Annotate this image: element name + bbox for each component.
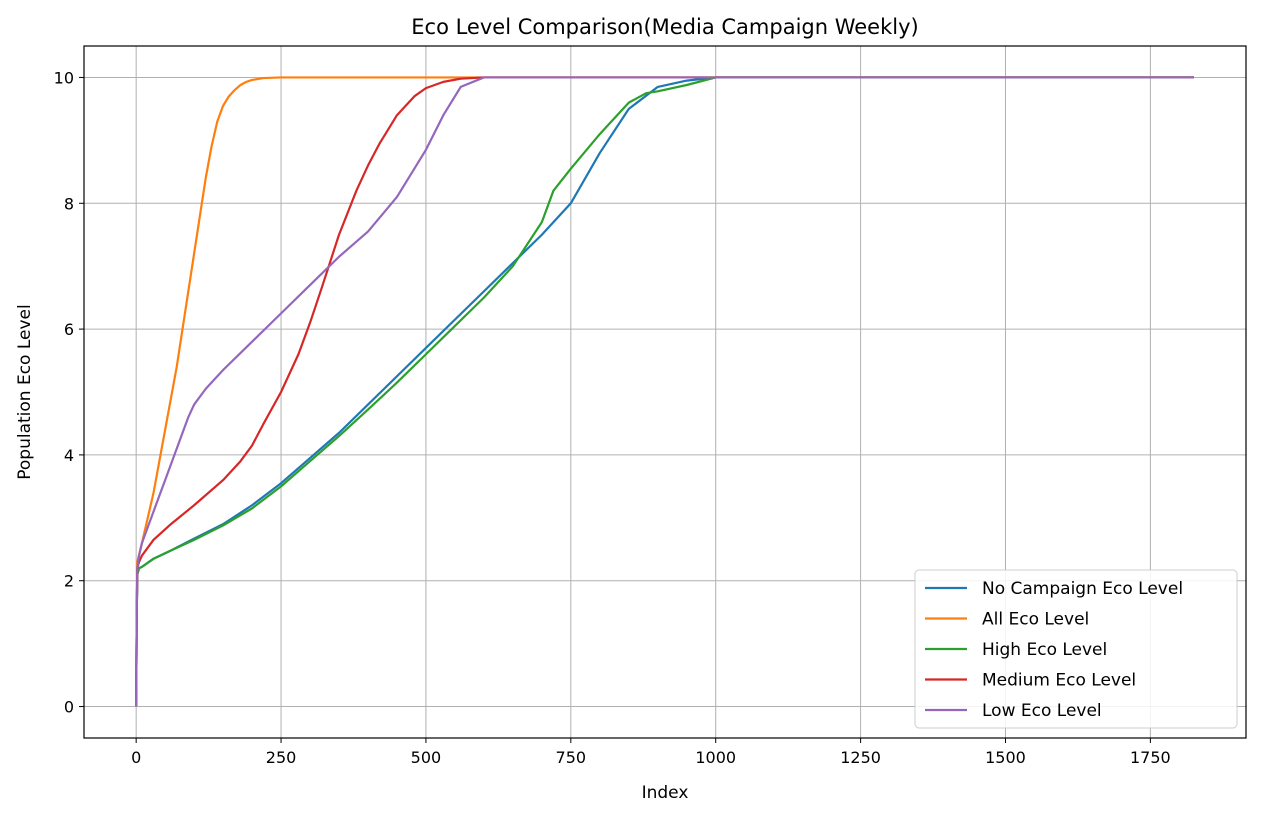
series-line-2 (135, 76, 1194, 707)
series-line-4 (135, 76, 1194, 707)
legend-label-1: All Eco Level (982, 610, 1089, 630)
plot-frame (83, 45, 1247, 739)
series-line-3 (135, 76, 1194, 707)
x-tick-label: 250 (266, 748, 297, 767)
x-tick-label: 1250 (840, 748, 881, 767)
chart-title: Eco Level Comparison(Media Campaign Week… (411, 15, 918, 39)
legend-label-2: High Eco Level (982, 640, 1107, 660)
legend-items: No Campaign Eco Level All Eco Level High E… (925, 579, 1183, 721)
y-tick-label: 8 (64, 194, 74, 213)
legend-label-3: Medium Eco Level (982, 671, 1136, 691)
y-tick-label: 4 (64, 446, 74, 465)
x-tick-label: 500 (411, 748, 442, 767)
x-tick-label: 1000 (695, 748, 736, 767)
y-axis-ticks: 0 2 4 6 8 10 (54, 68, 84, 717)
legend: No Campaign Eco Level All Eco Level High E… (914, 569, 1238, 729)
x-axis-label: Index (642, 783, 689, 803)
legend-label-4: Low Eco Level (982, 701, 1102, 721)
x-tick-label: 1750 (1130, 748, 1171, 767)
y-tick-label: 6 (64, 320, 74, 339)
legend-label-0: No Campaign Eco Level (982, 579, 1183, 599)
x-tick-label: 750 (556, 748, 587, 767)
y-tick-label: 2 (64, 572, 74, 591)
y-axis-label: Population Eco Level (15, 304, 35, 480)
x-tick-label: 0 (131, 748, 141, 767)
series-line-1 (135, 76, 1194, 707)
x-tick-label: 1500 (985, 748, 1026, 767)
y-tick-label: 0 (64, 698, 74, 717)
x-axis-ticks: 0 250 500 750 1000 1250 1500 1750 (131, 738, 1171, 767)
legend-box (914, 569, 1238, 729)
series-layer (135, 76, 1194, 707)
y-tick-label: 10 (54, 68, 74, 87)
